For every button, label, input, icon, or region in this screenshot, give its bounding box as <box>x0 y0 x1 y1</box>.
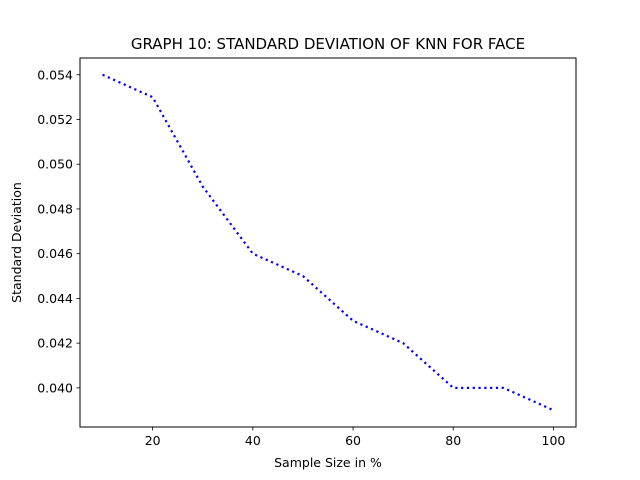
x-axis-title: Sample Size in % <box>274 455 382 470</box>
x-tick-label: 20 <box>145 433 161 448</box>
x-tick-label: 100 <box>542 433 566 448</box>
plot-area <box>79 57 577 428</box>
y-axis-title: Standard Deviation <box>9 182 24 303</box>
y-tick-label: 0.048 <box>37 201 73 216</box>
y-tick-label: 0.050 <box>37 157 73 172</box>
x-tick-label: 80 <box>445 433 461 448</box>
y-tick-label: 0.042 <box>37 336 73 351</box>
y-axis: 0.040 0.042 0.044 0.046 0.048 0.050 0.052 0.054 <box>37 67 80 395</box>
x-axis: 20 40 60 80 100 <box>145 427 566 448</box>
chart-title: GRAPH 10: STANDARD DEVIATION OF KNN FOR … <box>131 35 525 53</box>
x-tick-label: 40 <box>245 433 261 448</box>
series-line-0 <box>102 73 554 412</box>
y-tick-label: 0.040 <box>37 380 73 395</box>
y-tick-label: 0.046 <box>37 246 73 261</box>
x-tick-label: 60 <box>345 433 361 448</box>
series-layer <box>102 73 554 412</box>
y-tick-label: 0.054 <box>37 67 73 82</box>
y-tick-label: 0.044 <box>37 291 73 306</box>
y-tick-label: 0.052 <box>37 112 73 127</box>
